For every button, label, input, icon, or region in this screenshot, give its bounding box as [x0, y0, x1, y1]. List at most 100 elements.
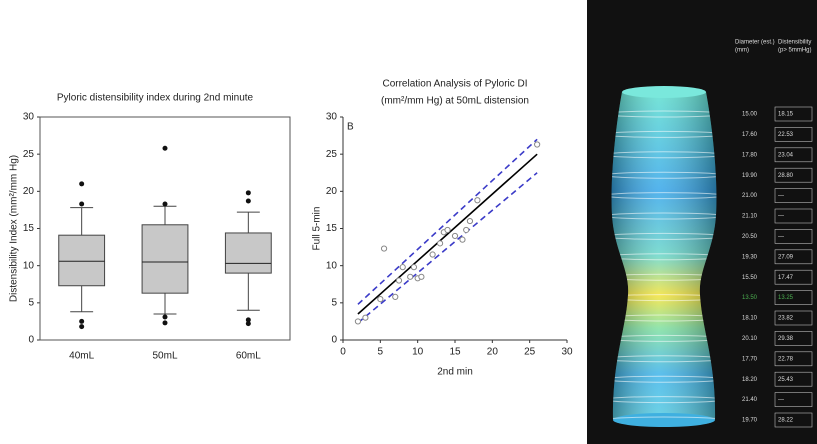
y-tick-label: 10: [23, 260, 35, 271]
table-value: 28.22: [778, 418, 794, 424]
table-value: 13.50: [742, 295, 758, 301]
y-tick-label: 20: [23, 186, 35, 197]
y-tick-label: 30: [326, 112, 338, 123]
ring: [611, 171, 717, 179]
ring: [611, 334, 717, 342]
x-tick-label: 60mL: [236, 351, 261, 362]
x-tick-label: 5: [378, 347, 384, 358]
table-value: 20.50: [742, 234, 758, 240]
x-tick-label: 40mL: [69, 351, 94, 362]
table-value: 18.15: [778, 112, 794, 118]
panel-label: B: [347, 122, 354, 133]
point: [466, 217, 474, 225]
table-value: 23.04: [778, 152, 794, 158]
fit-line: [357, 138, 538, 305]
y-tick-label: 0: [28, 335, 34, 346]
ring: [611, 130, 717, 138]
plot-frame: [39, 116, 291, 341]
x-tick-label: 15: [449, 347, 461, 358]
point: [399, 264, 406, 271]
table-value: 27.09: [778, 254, 794, 260]
ring: [611, 355, 717, 363]
outlier: [162, 145, 168, 151]
ring: [611, 416, 717, 420]
y-tick-label: 5: [331, 297, 337, 308]
table-cell: [774, 188, 813, 203]
table-header: Diameter (est.): [735, 40, 775, 46]
table-cell: [774, 127, 813, 142]
table-value: 19.90: [742, 173, 758, 179]
y-tick-label: 25: [23, 149, 35, 160]
ring: [611, 253, 717, 261]
outlier: [162, 320, 168, 326]
outlier: [79, 201, 85, 207]
table-value: 21.00: [742, 193, 758, 199]
table-cell: [774, 290, 813, 305]
ring: [611, 375, 717, 383]
table-cell: [774, 229, 813, 244]
ring: [611, 273, 717, 281]
y-tick-label: 20: [326, 186, 338, 197]
outlier: [245, 317, 251, 323]
y-tick-label: 30: [23, 112, 35, 123]
point: [436, 240, 444, 247]
table-cell: [774, 392, 813, 407]
x-tick-label: 20: [487, 347, 499, 358]
point: [451, 232, 459, 240]
point: [444, 226, 451, 234]
x-tick-label: 30: [561, 347, 573, 358]
box: [224, 232, 272, 274]
y-tick-label: 5: [28, 297, 34, 308]
table-value: —: [778, 397, 784, 403]
table-value: 15.00: [742, 112, 758, 118]
table-value: 17.70: [742, 356, 758, 362]
point: [474, 197, 481, 204]
table-cell: [774, 269, 813, 285]
ring: [611, 232, 717, 240]
table-cell: [774, 147, 813, 163]
table-value: —: [778, 214, 784, 220]
ring: [611, 192, 717, 200]
table-cell: [774, 208, 813, 224]
table-value: 29.38: [778, 336, 794, 342]
measurement-table: Diameter (est.) (mm) Distensibility (p> 5mm…: [735, 40, 813, 428]
outlier: [79, 181, 85, 187]
table-value: 18.20: [742, 377, 758, 383]
ring: [611, 396, 717, 404]
table-value: 17.47: [778, 275, 794, 281]
y-axis-label: Full 5-min: [312, 207, 323, 251]
table-value: 21.10: [742, 214, 758, 220]
table-cell: [774, 167, 813, 183]
fit-line: [357, 153, 538, 315]
table-value: 25.43: [778, 377, 794, 383]
table-value: 21.40: [742, 397, 758, 403]
table-header: (mm): [735, 48, 749, 54]
chart-title: Correlation Analysis of Pyloric DI: [382, 79, 527, 90]
y-tick-label: 15: [326, 223, 338, 234]
table-value: 20.10: [742, 336, 758, 342]
table-header: (p> 5mmHg): [778, 48, 812, 54]
table-value: 17.60: [742, 132, 758, 138]
outlier: [245, 198, 251, 204]
y-tick-label: 10: [326, 260, 338, 271]
point: [392, 293, 399, 300]
ring: [611, 212, 717, 220]
table-cell: [774, 331, 813, 346]
table-header: Distensibility: [778, 40, 811, 46]
ring: [611, 110, 717, 118]
table-value: —: [778, 234, 784, 240]
table-cell: [774, 351, 813, 367]
x-tick-label: 10: [412, 347, 424, 358]
table-cell: [774, 106, 813, 122]
ring: [611, 294, 717, 302]
cylinder: [611, 86, 717, 427]
table-cell: [774, 249, 813, 265]
table-value: —: [778, 193, 784, 199]
y-tick-label: 15: [23, 223, 35, 234]
table-value: 23.82: [778, 316, 794, 322]
point: [534, 141, 541, 148]
x-tick-label: 0: [340, 347, 346, 358]
chart-title: Pyloric distensibility index during 2nd …: [57, 93, 254, 104]
point: [429, 251, 436, 258]
